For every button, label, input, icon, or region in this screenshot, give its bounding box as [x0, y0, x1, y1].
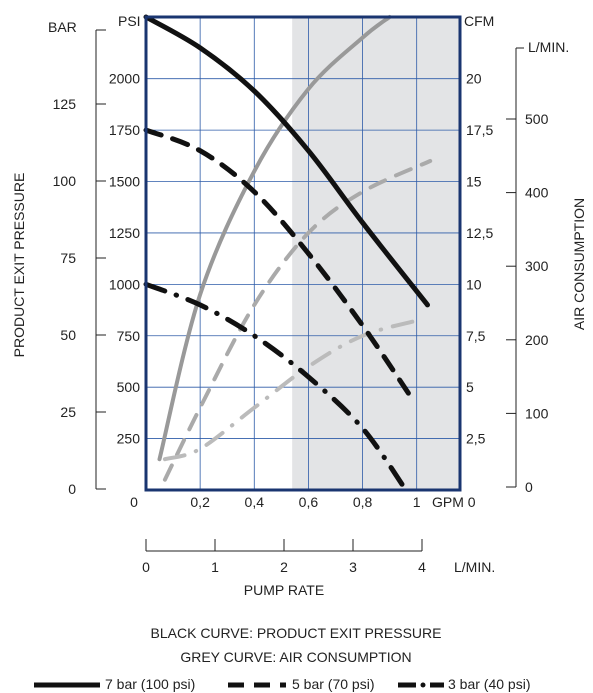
psi-tick-label: 1500 — [109, 174, 140, 190]
pump-rate-title: PUMP RATE — [244, 582, 324, 598]
air-lmin-tick-label: 200 — [525, 332, 549, 348]
cfm-unit-label: CFM — [464, 13, 494, 29]
bar-tick-label: 0 — [68, 481, 76, 497]
bar-axis: 0 25 50 75 100 125 — [53, 29, 106, 497]
psi-tick-label: 1250 — [109, 225, 140, 241]
grid-lines — [146, 17, 460, 490]
gpm-axis: 0 0,2 0,4 0,6 0,8 1 — [130, 494, 421, 510]
pump-lmin-tick-label: 4 — [418, 559, 426, 575]
bar-tick-label: 75 — [60, 250, 76, 266]
cfm-tick-label: 10 — [466, 276, 482, 292]
psi-tick-label: 750 — [117, 328, 141, 344]
grey-curve-caption: GREY CURVE: AIR CONSUMPTION — [180, 649, 411, 665]
pump-lmin-tick-label: 0 — [142, 559, 150, 575]
bar-tick-label: 125 — [53, 96, 77, 112]
legend-label-3bar: 3 bar (40 psi) — [448, 676, 530, 692]
cfm-tick-label: 12,5 — [466, 225, 493, 241]
bar-tick-label: 100 — [53, 173, 77, 189]
gpm-tick-label: 0,4 — [245, 494, 265, 510]
pump-lmin-axis: 0 1 2 3 4 — [142, 539, 426, 575]
gpm-tick-label: 0,2 — [190, 494, 210, 510]
gpm-zero-label: GPM 0 — [432, 494, 476, 510]
pump-lmin-tick-label: 1 — [211, 559, 219, 575]
curves-layer — [143, 14, 433, 493]
pump-lmin-tick-label: 3 — [349, 559, 357, 575]
gpm-tick-label: 1 — [413, 494, 421, 510]
cfm-tick-label: 17,5 — [466, 122, 493, 138]
air-lmin-unit-label: L/MIN. — [528, 39, 569, 55]
cfm-tick-label: 20 — [466, 71, 482, 87]
pressure-curve-7bar — [143, 14, 430, 308]
psi-unit-label: PSI — [118, 13, 141, 29]
cfm-tick-label: 7,5 — [466, 328, 486, 344]
air-curve-5bar — [162, 159, 433, 482]
shaded-region — [292, 17, 460, 490]
legend: 7 bar (100 psi) 5 bar (70 psi) 3 bar (40… — [34, 676, 530, 692]
psi-tick-label: 250 — [117, 431, 141, 447]
cfm-tick-label: 2,5 — [466, 431, 486, 447]
cfm-tick-label: 5 — [466, 379, 474, 395]
gpm-tick-label: 0 — [130, 494, 138, 510]
plot-frame — [144, 15, 462, 492]
bar-tick-label: 50 — [60, 327, 76, 343]
legend-dashdot-swatch — [398, 682, 444, 688]
pump-lmin-unit-label: L/MIN. — [454, 559, 495, 575]
pump-lmin-tick-label: 2 — [280, 559, 288, 575]
air-curve-7bar — [157, 15, 392, 462]
pressure-axis-title: PRODUCT EXIT PRESSURE — [11, 173, 27, 358]
air-lmin-tick-label: 400 — [525, 185, 549, 201]
psi-tick-label: 500 — [117, 379, 141, 395]
psi-axis: 250 500 750 1000 1250 1500 1750 2000 — [109, 71, 140, 447]
air-lmin-tick-label: 300 — [525, 258, 549, 274]
gpm-tick-label: 0,8 — [353, 494, 373, 510]
air-lmin-tick-label: 500 — [525, 111, 549, 127]
pressure-curve-3bar — [143, 281, 409, 493]
air-lmin-axis: 0 100 200 300 400 500 — [506, 47, 549, 495]
gpm-tick-label: 0,6 — [299, 494, 319, 510]
psi-tick-label: 1750 — [109, 122, 140, 138]
cfm-tick-label: 15 — [466, 174, 482, 190]
legend-label-5bar: 5 bar (70 psi) — [292, 676, 374, 692]
air-curve-3bar — [162, 317, 425, 462]
legend-label-7bar: 7 bar (100 psi) — [105, 676, 195, 692]
bar-unit-label: BAR — [48, 19, 77, 35]
bar-tick-label: 25 — [60, 404, 76, 420]
psi-tick-label: 1000 — [109, 276, 140, 292]
air-lmin-tick-label: 100 — [525, 405, 549, 421]
air-consumption-axis-title: AIR CONSUMPTION — [571, 198, 587, 330]
pressure-curve-5bar — [143, 127, 414, 400]
cfm-axis: 2,5 5 7,5 10 12,5 15 17,5 20 — [466, 71, 493, 447]
air-lmin-tick-label: 0 — [525, 479, 533, 495]
black-curve-caption: BLACK CURVE: PRODUCT EXIT PRESSURE — [151, 625, 442, 641]
psi-tick-label: 2000 — [109, 71, 140, 87]
